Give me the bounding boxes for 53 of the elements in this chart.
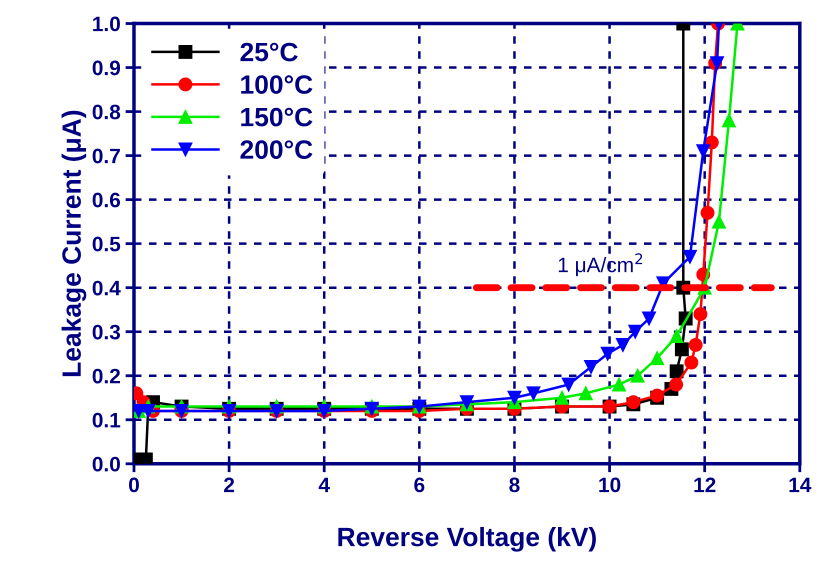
point — [670, 364, 684, 378]
y-tick-label: 0.7 — [92, 148, 120, 164]
y-tick-label: 0.5 — [92, 236, 120, 252]
x-tick-label: 6 — [414, 478, 424, 492]
x-tick-label: 12 — [694, 478, 716, 492]
legend-label: 200°C — [240, 140, 312, 159]
y-tick-label: 0.4 — [92, 280, 121, 296]
point — [584, 360, 598, 374]
point — [630, 368, 645, 383]
point — [693, 307, 708, 322]
point — [696, 144, 710, 158]
point — [508, 390, 522, 405]
point — [642, 312, 656, 326]
x-tick-label: 14 — [790, 478, 812, 492]
x-tick-label: 10 — [599, 478, 620, 492]
point — [684, 356, 698, 370]
point — [674, 342, 689, 356]
y-tick-label: 0.1 — [92, 412, 120, 428]
point — [669, 378, 684, 392]
y-tick-label: 0.9 — [92, 60, 120, 76]
legend-label: 150°C — [241, 108, 312, 126]
y-tick-label: 0.3 — [92, 324, 120, 340]
point — [683, 250, 697, 264]
y-tick-label: 0.8 — [92, 104, 120, 120]
point — [578, 386, 593, 400]
point — [712, 214, 726, 229]
point — [138, 452, 153, 464]
point — [650, 351, 664, 366]
x-tick-label: 0 — [129, 478, 139, 492]
annotation: 1 μA/cm$^{2}$ — [558, 253, 642, 276]
x-tick-label: 8 — [509, 478, 520, 492]
y-axis-title: Leakage Current (μA) — [62, 110, 86, 376]
y-tick-label: 0.6 — [92, 192, 120, 208]
y-tick-label: 1.0 — [93, 16, 120, 32]
point — [722, 113, 736, 128]
legend-label: 25°C — [240, 42, 298, 62]
point — [650, 388, 664, 402]
point — [612, 378, 626, 392]
x-tick-label: 2 — [224, 478, 234, 492]
legend-label: 100°C — [241, 75, 312, 94]
x-tick-label: 4 — [318, 478, 330, 492]
point — [600, 346, 615, 361]
y-tick-label: 0.2 — [92, 368, 120, 384]
point — [688, 338, 703, 352]
y-tick-label: 0.0 — [92, 456, 120, 472]
point — [670, 329, 684, 344]
point — [555, 390, 569, 405]
point — [700, 206, 714, 220]
x-axis-title: Reverse Voltage (kV) — [338, 526, 596, 552]
point — [562, 378, 576, 392]
point — [628, 324, 642, 339]
point — [616, 338, 630, 352]
point — [526, 386, 540, 400]
